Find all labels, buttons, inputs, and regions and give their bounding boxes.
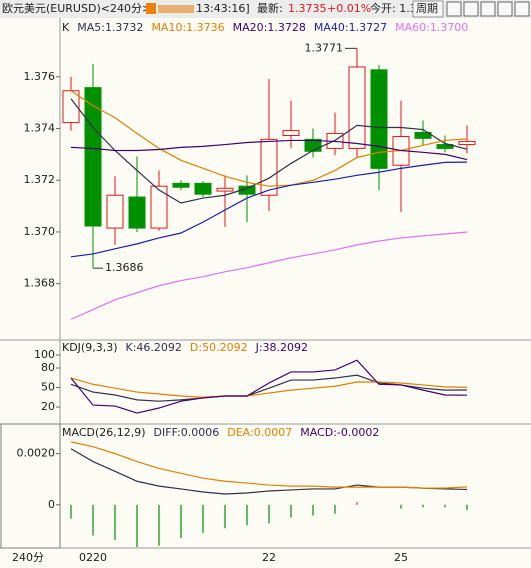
icon: [146, 3, 156, 14]
open-label: 今开: 1.3: [370, 1, 417, 15]
period-button[interactable]: [412, 0, 444, 18]
panel-title: KDJ(9,3,3): [62, 341, 118, 354]
legend-entry: DIFF:0.0006: [154, 426, 220, 439]
line: [70, 161, 468, 258]
period: 240分: [12, 551, 44, 564]
latest: 1.3735: [288, 2, 327, 15]
change: +0.01%: [327, 2, 371, 15]
x-tick-label: 25: [394, 551, 408, 564]
symbol: 欧元美元(EURUSD)<240分>: [2, 2, 151, 15]
button[interactable]: [497, 1, 513, 17]
y-tick-label: 100: [34, 348, 55, 361]
legend-entry: MA20:1.3728: [233, 21, 306, 34]
candle-body: [216, 187, 234, 192]
line: [70, 377, 468, 398]
legend-entry: MA10:1.3736: [151, 21, 224, 34]
icon-text: [158, 5, 194, 13]
y-tick-label: 0.0020: [17, 447, 56, 460]
panel-title: K: [62, 21, 70, 34]
line: [70, 98, 468, 204]
y-tick-label: 1.376: [24, 70, 56, 83]
candle-body: [348, 66, 366, 149]
legend-entry: K:46.2092: [126, 341, 182, 354]
line: [70, 231, 468, 320]
line: [70, 441, 468, 489]
button[interactable]: [446, 1, 462, 17]
legend-entry: MA40:1.3727: [314, 21, 387, 34]
button[interactable]: [514, 1, 530, 17]
y-tick-label: 1.370: [24, 225, 56, 238]
button[interactable]: [480, 1, 496, 17]
y-tick-label: 80: [41, 361, 55, 374]
legend-entry: DEA:0.0007: [227, 426, 292, 439]
candle-body: [106, 194, 124, 229]
candle-body: [150, 185, 168, 229]
legend-entry: MA60:1.3700: [395, 21, 468, 34]
panel-title: MACD(26,12,9): [62, 426, 146, 439]
candle-body: [282, 130, 300, 137]
top-bar: [0, 0, 531, 18]
candle-body: [172, 182, 190, 188]
y-tick-label: 1.372: [24, 173, 56, 186]
time: 13:43:16]: [196, 2, 250, 15]
candle-body: [304, 138, 322, 152]
candle-body: [458, 140, 476, 146]
candle-body: [370, 69, 388, 169]
candle-body: [436, 144, 454, 149]
legend-entry: J:38.2092: [255, 341, 308, 354]
candle-body: [414, 131, 432, 139]
y-tick-label: 50: [41, 381, 55, 394]
latest-label: 最新:: [257, 1, 283, 15]
y-tick-label: 1.374: [24, 122, 56, 135]
line: [70, 359, 468, 414]
candle-body: [128, 196, 146, 229]
high-label: 1.3771: [305, 41, 344, 54]
legend-entry: MA5:1.3732: [77, 21, 143, 34]
y-tick-label: 0: [48, 498, 55, 511]
x-tick-label: 22: [262, 551, 276, 564]
candle-body: [194, 182, 212, 195]
line: [70, 139, 468, 161]
legend-entry: MACD:-0.0002: [300, 426, 379, 439]
y-tick-label: 20: [41, 400, 55, 413]
y-tick-label: 1.368: [24, 277, 56, 290]
low-label: 1.3686: [105, 261, 144, 274]
x-tick-label: 0220: [79, 551, 107, 564]
left-box: [0, 423, 61, 549]
toolbar-buttons: [446, 1, 530, 17]
button[interactable]: [463, 1, 479, 17]
candle-body: [260, 138, 278, 196]
legend-entry: D:50.2092: [190, 341, 248, 354]
period-button-label[interactable]: 周期: [416, 2, 438, 15]
line: [70, 374, 468, 402]
